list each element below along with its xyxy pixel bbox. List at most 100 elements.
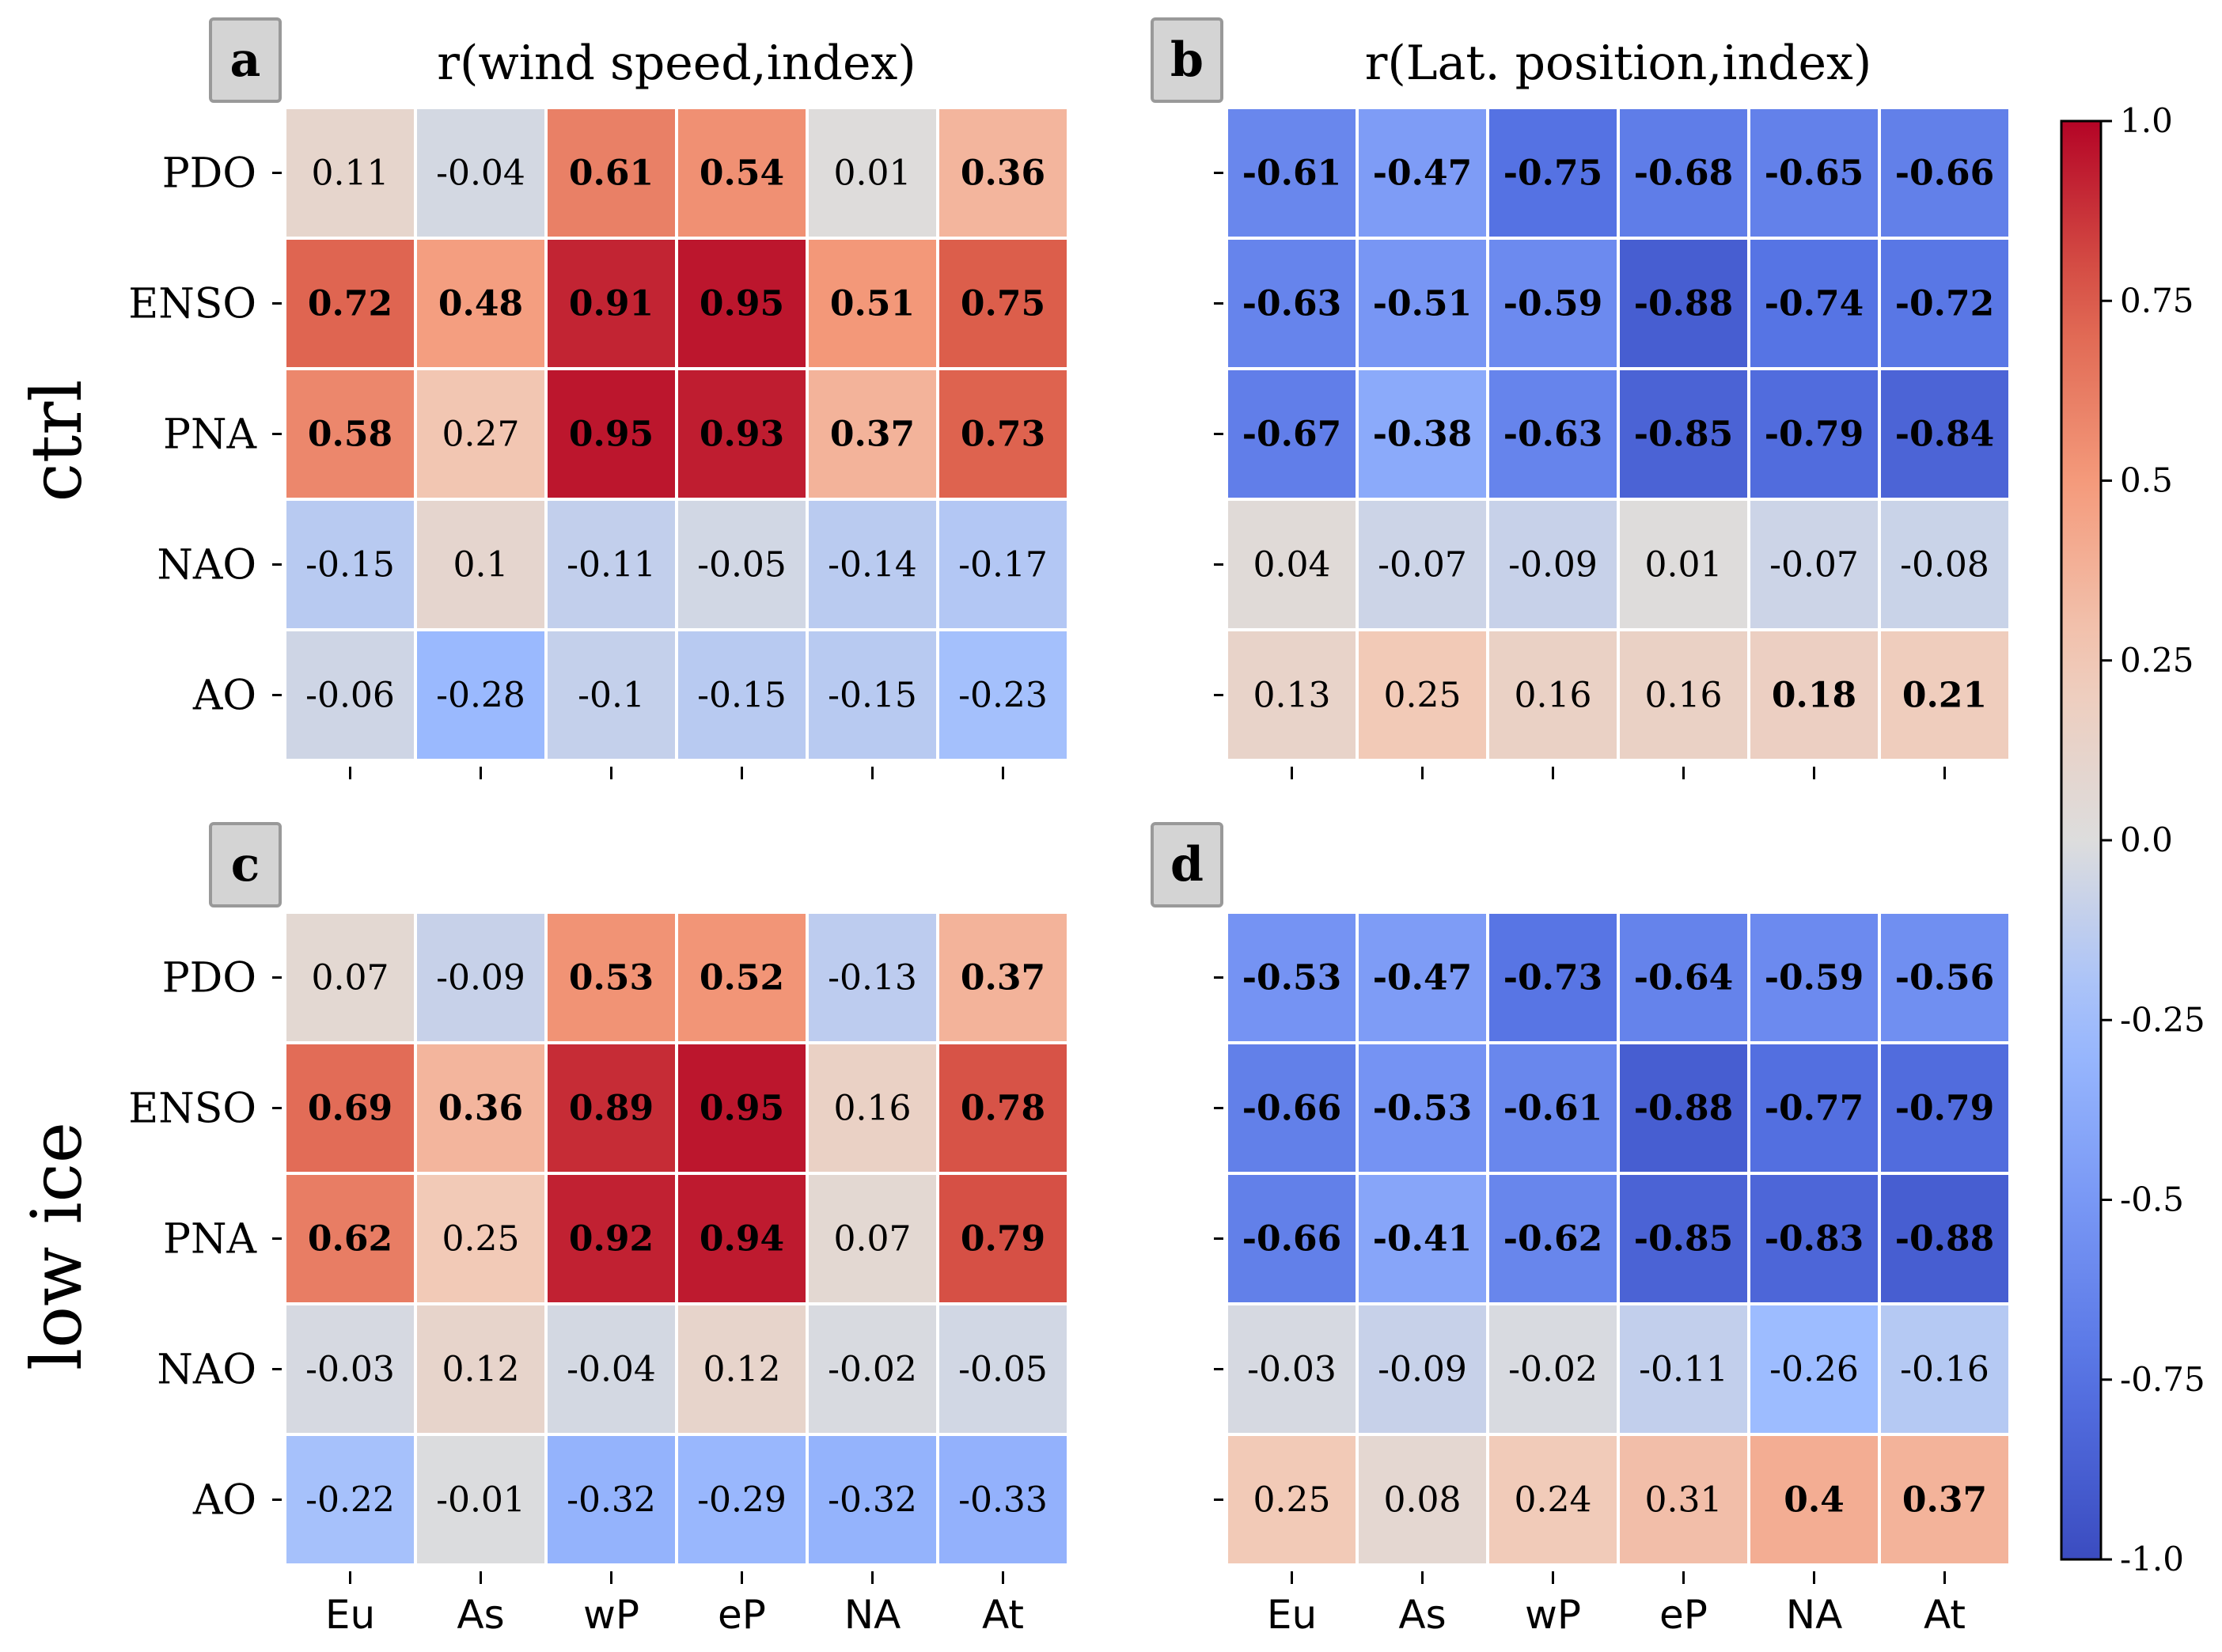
colorbar-tick-label: -0.5 [2120, 1180, 2184, 1219]
heatmap-cell-b-PDO-Eu [1225, 106, 1359, 240]
cell-value-a-NAO-eP: -0.05 [697, 545, 787, 585]
cell-value-c-ENSO-NA: 0.16 [834, 1089, 912, 1129]
cell-value-a-NAO-NA: -0.14 [828, 545, 917, 585]
heatmap-cell-c-PNA-wP [544, 1172, 678, 1305]
cell-value-c-NAO-eP: 0.12 [703, 1350, 781, 1390]
cell-value-c-ENSO-Eu: 0.69 [308, 1089, 392, 1129]
colorbar-tick-label: 0.0 [2120, 820, 2173, 859]
axis-ticks [272, 172, 1946, 1584]
panel-letter-a: a [230, 32, 261, 88]
heatmap-cell-d-AO-Eu [1225, 1433, 1359, 1567]
cell-value-c-PDO-NA: -0.13 [828, 958, 917, 998]
cell-value-b-AO-eP: 0.16 [1645, 676, 1723, 716]
heatmap-cell-a-NAO-NA [806, 498, 939, 631]
cell-value-a-NAO-Eu: -0.15 [305, 545, 395, 585]
cell-value-d-NAO-wP: -0.02 [1508, 1350, 1598, 1390]
heatmap-cell-c-NAO-At [936, 1302, 1070, 1436]
colorbar: 1.0 0.75 0.5 0.25 0.0 -0.25 -0.5 -0.75 -1.0 [2060, 101, 2205, 1578]
colorbar-gradient [2060, 119, 2103, 1561]
cell-value-d-PNA-wP: -0.62 [1503, 1219, 1602, 1260]
heatmap-cell-d-ENSO-As [1356, 1041, 1489, 1175]
colorbar-tick-label: 0.75 [2120, 281, 2194, 320]
heatmap-cell-b-ENSO-At [1878, 237, 2012, 370]
cell-value-c-PNA-Eu: 0.62 [308, 1219, 392, 1260]
heatmap-cell-a-PDO-As [414, 106, 548, 240]
cell-value-b-PDO-Eu: -0.61 [1242, 153, 1341, 194]
heatmap-cell-c-PNA-eP [675, 1172, 809, 1305]
cell-value-b-PNA-eP: -0.85 [1634, 415, 1733, 455]
heatmap-cell-d-PNA-wP [1486, 1172, 1620, 1305]
heatmap-cell-b-NAO-At [1878, 498, 2012, 631]
heatmap-cell-a-AO-Eu [283, 628, 417, 762]
heatmap-cell-d-AO-As [1356, 1433, 1489, 1567]
panel-letter-b: b [1170, 32, 1204, 88]
heatmap-cell-c-AO-Eu [283, 1433, 417, 1567]
cell-value-b-PNA-Eu: -0.67 [1242, 415, 1341, 455]
heatmap-cell-c-PNA-NA [806, 1172, 939, 1305]
panel-letter-box-c [209, 822, 282, 907]
heatmap-cell-c-PDO-At [936, 911, 1070, 1044]
heatmap-cell-d-NAO-eP [1617, 1302, 1750, 1436]
heatmap-cell-a-PNA-NA [806, 367, 939, 501]
cell-value-a-PNA-Eu: 0.58 [308, 415, 392, 455]
cell-value-c-PDO-As: -0.09 [436, 958, 525, 998]
heatmap-cell-a-AO-eP [675, 628, 809, 762]
x-tick-label-d-At: At [1924, 1592, 1966, 1638]
cell-value-b-NAO-As: -0.07 [1378, 545, 1467, 585]
cell-value-c-NAO-At: -0.05 [958, 1350, 1048, 1390]
x-tick-label-c-NA: NA [844, 1592, 901, 1638]
cell-value-a-AO-At: -0.23 [958, 676, 1048, 716]
heatmap-cell-d-PNA-At [1878, 1172, 2012, 1305]
cell-value-c-PDO-eP: 0.52 [700, 958, 784, 998]
y-tick-label-c-PDO: PDO [162, 955, 256, 1002]
cell-value-a-AO-Eu: -0.06 [305, 676, 395, 716]
heatmap-cell-d-NAO-At [1878, 1302, 2012, 1436]
cell-value-b-AO-Eu: 0.13 [1253, 676, 1331, 716]
heatmap-cell-a-PDO-At [936, 106, 1070, 240]
heatmap-cell-d-PDO-At [1878, 911, 2012, 1044]
cell-value-d-PDO-eP: -0.64 [1634, 958, 1733, 998]
cell-value-b-PNA-At: -0.84 [1895, 415, 1994, 455]
x-tick-label-c-eP: eP [718, 1592, 766, 1638]
cell-value-d-AO-Eu: 0.25 [1253, 1480, 1331, 1521]
cell-value-b-PDO-wP: -0.75 [1503, 153, 1602, 194]
cell-value-d-PNA-Eu: -0.66 [1242, 1219, 1341, 1260]
cell-value-c-AO-eP: -0.29 [697, 1480, 787, 1521]
heatmap-cell-d-NAO-As [1356, 1302, 1489, 1436]
cell-value-a-NAO-At: -0.17 [958, 545, 1048, 585]
cell-value-c-AO-Eu: -0.22 [305, 1480, 395, 1521]
heatmap-cell-a-NAO-wP [544, 498, 678, 631]
heatmap-cell-c-PDO-eP [675, 911, 809, 1044]
cell-value-c-PNA-At: 0.79 [961, 1219, 1045, 1260]
cell-value-c-NAO-Eu: -0.03 [305, 1350, 395, 1390]
cell-value-b-PNA-NA: -0.79 [1765, 415, 1864, 455]
cell-value-d-NAO-As: -0.09 [1378, 1350, 1467, 1390]
cell-value-a-PNA-As: 0.27 [442, 415, 520, 455]
cell-value-d-ENSO-At: -0.79 [1895, 1089, 1994, 1129]
cell-value-a-AO-NA: -0.15 [828, 676, 917, 716]
cell-value-a-PDO-Eu: 0.11 [312, 153, 389, 194]
heatmap-cell-b-PNA-eP [1617, 367, 1750, 501]
y-tick-label-a-ENSO: ENSO [128, 281, 256, 328]
cell-value-a-AO-wP: -0.1 [578, 676, 645, 716]
x-tick-label-c-As: As [457, 1592, 504, 1638]
cell-value-a-PDO-As: -0.04 [436, 153, 525, 194]
y-tick-label-c-ENSO: ENSO [128, 1086, 256, 1133]
cell-value-d-NAO-Eu: -0.03 [1247, 1350, 1337, 1390]
cell-value-b-PNA-wP: -0.63 [1503, 415, 1602, 455]
heatmap-cell-b-NAO-As [1356, 498, 1489, 631]
cell-value-a-PDO-eP: 0.54 [700, 153, 784, 194]
cell-value-b-AO-As: 0.25 [1384, 676, 1462, 716]
heatmap-cell-d-AO-NA [1747, 1433, 1881, 1567]
heatmap-cell-b-PNA-Eu [1225, 367, 1359, 501]
heatmap-cell-d-ENSO-eP [1617, 1041, 1750, 1175]
cell-value-d-PNA-At: -0.88 [1895, 1219, 1994, 1260]
cell-value-a-PNA-eP: 0.93 [700, 415, 784, 455]
heatmap-cell-a-ENSO-At [936, 237, 1070, 370]
column-title-wind-speed: r(wind speed,index) [437, 36, 916, 91]
cell-value-c-ENSO-eP: 0.95 [700, 1089, 784, 1129]
heatmap-cell-c-NAO-eP [675, 1302, 809, 1436]
cell-value-c-PDO-At: 0.37 [961, 958, 1045, 998]
heatmap-cell-d-PDO-Eu [1225, 911, 1359, 1044]
y-tick-label-a-PDO: PDO [162, 150, 256, 198]
